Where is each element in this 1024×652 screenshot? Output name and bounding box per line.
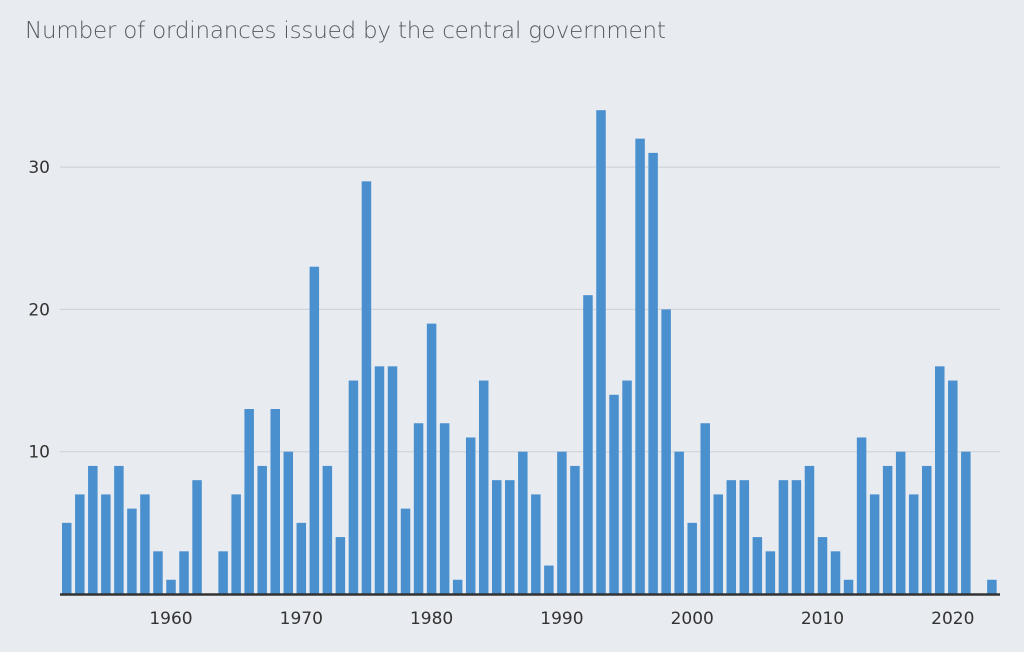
bar-1968: [270, 409, 280, 594]
bar-2007: [778, 480, 789, 594]
bar-2010: [817, 537, 828, 594]
x-tick-label: 1970: [280, 609, 323, 629]
bar-2006: [765, 551, 776, 594]
y-tick-label: 20: [28, 300, 50, 320]
bar-1969: [283, 451, 294, 594]
bar-2013: [856, 437, 867, 594]
y-tick-label: 30: [28, 158, 50, 178]
bar-1953: [75, 494, 85, 594]
bar-2004: [739, 480, 750, 594]
bar-1991: [570, 465, 580, 594]
x-tick-label: 2000: [671, 609, 714, 629]
bar-1975: [361, 181, 372, 594]
bar-2009: [804, 465, 815, 594]
bar-1972: [322, 465, 333, 594]
bar-1995: [622, 380, 632, 594]
bar-2002: [713, 494, 724, 594]
bar-1990: [557, 451, 567, 594]
bar-1988: [531, 494, 541, 594]
bar-1957: [127, 508, 137, 594]
bar-2008: [791, 480, 802, 594]
bar-1973: [335, 537, 346, 594]
x-tick-label: 1990: [540, 609, 583, 629]
bar-1960: [166, 579, 176, 594]
bar-1994: [609, 394, 619, 594]
bar-1971: [309, 266, 320, 594]
bar-2012: [843, 579, 854, 594]
bar-1952: [62, 522, 72, 594]
bar-1967: [257, 465, 267, 594]
bar-1992: [583, 295, 593, 594]
bar-1955: [101, 494, 111, 594]
bar-2015: [882, 465, 893, 594]
bar-1956: [114, 465, 124, 594]
bar-1974: [348, 380, 359, 594]
y-tick-label: 10: [28, 443, 50, 463]
bar-1980: [426, 323, 437, 594]
bar-1983: [465, 437, 476, 594]
bar-2018: [921, 465, 932, 594]
bar-1978: [400, 508, 411, 594]
bar-1966: [244, 409, 254, 594]
x-tick-label: 1980: [410, 609, 453, 629]
bar-1984: [478, 380, 489, 594]
bar-1993: [596, 110, 606, 595]
bar-1961: [179, 551, 189, 594]
bar-1959: [153, 551, 163, 594]
bar-2019: [935, 366, 945, 594]
bar-1998: [661, 309, 671, 594]
bar-1997: [648, 152, 658, 594]
bar-1996: [635, 138, 645, 594]
bar-2021: [961, 451, 971, 594]
x-tick-label: 2010: [801, 609, 844, 629]
x-tick-label: 2020: [931, 609, 974, 629]
bar-2001: [700, 423, 710, 594]
bar-1986: [505, 480, 515, 594]
bar-1979: [413, 423, 424, 594]
x-tick-label: 1960: [149, 609, 192, 629]
bar-1985: [492, 480, 502, 594]
bar-1977: [387, 366, 398, 594]
bar-1965: [231, 494, 241, 594]
bar-2016: [895, 451, 906, 594]
bar-1981: [439, 423, 450, 594]
bar-1989: [544, 565, 554, 594]
bar-2020: [948, 380, 958, 594]
bar-2003: [726, 480, 737, 594]
bar-1999: [674, 451, 684, 594]
bar-1987: [518, 451, 528, 594]
bar-2000: [687, 522, 697, 594]
bar-1964: [218, 551, 228, 594]
bar-2011: [830, 551, 841, 594]
bar-1970: [296, 522, 307, 594]
bar-1958: [140, 494, 150, 594]
bar-1954: [88, 465, 98, 594]
bar-1976: [374, 366, 385, 594]
bar-1982: [452, 579, 463, 594]
chart-title: Number of ordinances issued by the centr…: [25, 18, 666, 44]
bar-2023: [987, 579, 997, 594]
bar-2017: [908, 494, 919, 594]
bar-2005: [752, 537, 763, 594]
bar-1962: [192, 480, 202, 594]
bar-2014: [869, 494, 880, 594]
